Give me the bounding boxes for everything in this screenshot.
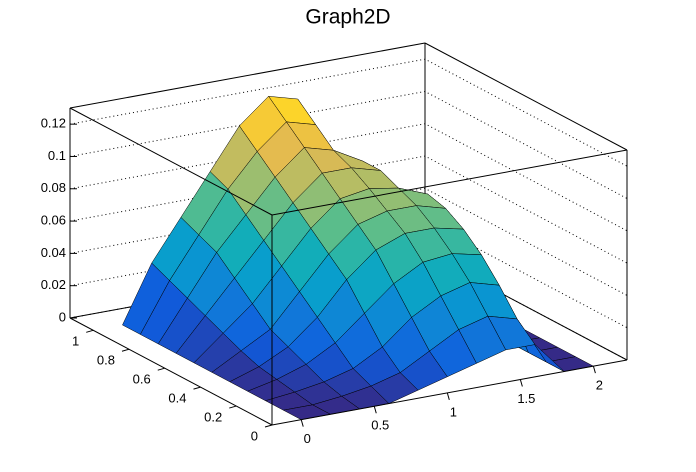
grid-line bbox=[69, 123, 628, 232]
y-tick-label: 1 bbox=[72, 334, 79, 349]
x-tick bbox=[300, 419, 304, 427]
x-tick-label: 1.5 bbox=[517, 391, 535, 406]
axis-line bbox=[271, 359, 628, 426]
frame-edge bbox=[271, 149, 628, 216]
x-tick bbox=[373, 406, 377, 414]
z-tick-label: 0.1 bbox=[48, 148, 66, 163]
frame-edge bbox=[424, 42, 628, 151]
z-tick-label: 0.02 bbox=[41, 277, 66, 292]
x-tick-label: 1 bbox=[450, 404, 457, 419]
y-tick-label: 0 bbox=[251, 428, 258, 443]
z-tick-label: 0 bbox=[59, 309, 66, 324]
grid-line bbox=[69, 155, 628, 264]
frame-edge bbox=[69, 107, 273, 216]
x-tick bbox=[592, 366, 596, 374]
y-tick bbox=[264, 424, 273, 428]
y-tick bbox=[86, 329, 94, 333]
x-tick-label: 0 bbox=[304, 431, 311, 446]
y-tick bbox=[121, 348, 130, 352]
y-tick-label: 0.2 bbox=[204, 409, 222, 424]
chart-title: Graph2D bbox=[305, 6, 390, 29]
axis-line bbox=[69, 317, 273, 426]
z-tick-label: 0.08 bbox=[41, 180, 66, 195]
frame-edge bbox=[69, 42, 426, 109]
x-tick bbox=[446, 392, 450, 401]
grid-line bbox=[69, 58, 628, 167]
x-tick-label: 0.5 bbox=[371, 418, 389, 433]
y-tick-label: 0.6 bbox=[133, 372, 151, 387]
y-tick bbox=[157, 367, 165, 371]
y-tick-label: 0.4 bbox=[168, 391, 186, 406]
x-tick bbox=[519, 379, 523, 387]
z-tick-label: 0.12 bbox=[41, 116, 66, 131]
y-tick bbox=[229, 405, 237, 409]
z-tick-label: 0.04 bbox=[41, 245, 66, 260]
z-tick-label: 0.06 bbox=[41, 213, 66, 228]
y-tick-label: 0.8 bbox=[97, 353, 115, 368]
grid-line bbox=[69, 90, 628, 199]
x-tick-label: 2 bbox=[596, 378, 603, 393]
y-tick bbox=[193, 386, 201, 390]
